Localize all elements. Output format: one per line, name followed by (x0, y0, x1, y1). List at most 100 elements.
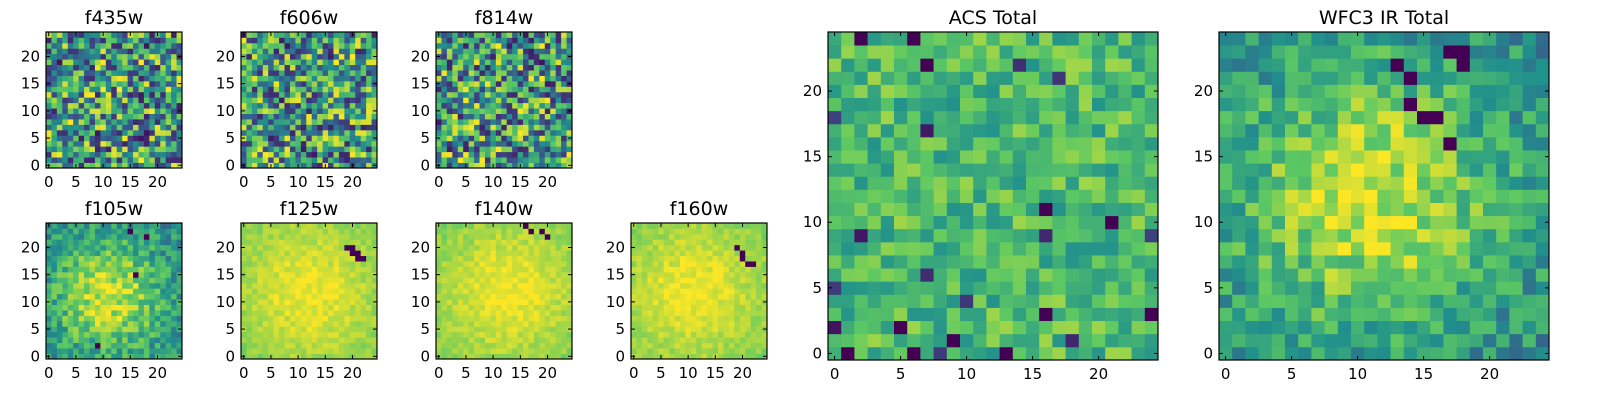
heatmap-cell (160, 48, 167, 55)
heatmap-cell (122, 233, 128, 240)
heatmap-cell (122, 304, 128, 311)
heatmap-cell (674, 342, 681, 349)
heatmap-cell (171, 146, 177, 153)
heatmap-cell (84, 310, 90, 316)
heatmap-cell (723, 337, 730, 344)
heatmap-cell (484, 255, 491, 262)
heatmap-cell (728, 239, 735, 246)
heatmap-cell (338, 70, 345, 76)
heatmap-cell (46, 320, 52, 327)
heatmap-cell (360, 129, 367, 136)
heatmap-cell (501, 271, 508, 278)
heatmap-cell (1131, 202, 1146, 217)
heatmap-cell (484, 223, 491, 229)
heatmap-cell (474, 304, 480, 311)
y-tick-label: 15 (606, 266, 625, 284)
heatmap-cell (311, 299, 318, 305)
heatmap-cell (484, 239, 491, 246)
heatmap-cell (94, 228, 101, 235)
heatmap-cell (761, 233, 768, 240)
heatmap-cell (658, 337, 665, 344)
heatmap-cell (127, 228, 134, 235)
heatmap-cell (561, 223, 567, 229)
heatmap-cell (111, 337, 118, 344)
heatmap-cell (457, 271, 464, 278)
heatmap-cell (652, 353, 659, 360)
heatmap-cell (295, 108, 302, 114)
heatmap-cell (160, 271, 167, 278)
heatmap-cell (474, 288, 480, 295)
heatmap-cell (317, 75, 323, 82)
heatmap-cell (647, 233, 654, 240)
heatmap-cell (539, 32, 546, 38)
heatmap-cell (512, 223, 518, 229)
heatmap-cell (138, 37, 145, 44)
heatmap-cell (333, 239, 340, 246)
heatmap-cell (474, 228, 480, 235)
heatmap-cell (333, 108, 340, 114)
heatmap-cell (468, 75, 475, 82)
heatmap-cell (366, 162, 372, 169)
heatmap-cell (268, 37, 275, 44)
heatmap-cell (322, 75, 329, 82)
heatmap-cell (484, 233, 491, 240)
heatmap-cell (441, 151, 448, 158)
heatmap-cell (658, 288, 665, 295)
heatmap-cell (528, 293, 535, 300)
heatmap-cell (452, 331, 459, 338)
heatmap-cell (658, 233, 665, 240)
heatmap-cell (62, 53, 69, 60)
heatmap-cell (51, 53, 58, 60)
heatmap-cell (685, 326, 692, 333)
heatmap-cell (734, 342, 741, 349)
heatmap-cell (84, 239, 90, 246)
heatmap-cell (907, 228, 921, 243)
heatmap-cell (366, 233, 372, 240)
heatmap-cell (745, 353, 752, 360)
heatmap-cell (273, 315, 280, 322)
heatmap-cell (328, 320, 334, 327)
heatmap-cell (636, 315, 643, 322)
heatmap-cell (133, 53, 139, 60)
heatmap-cell (501, 162, 508, 169)
heatmap-cell (46, 91, 52, 98)
heatmap-cell (89, 42, 96, 49)
heatmap-cell (636, 223, 643, 229)
heatmap-cell (67, 135, 74, 142)
heatmap-cell (165, 124, 172, 131)
heatmap-cell (268, 310, 275, 316)
x-tick-label: 5 (266, 364, 276, 382)
heatmap-cell (745, 326, 752, 333)
heatmap-cell (246, 342, 253, 349)
heatmap-cell (854, 307, 868, 322)
heatmap-cell (300, 266, 307, 273)
heatmap-cell (479, 348, 486, 354)
heatmap-cell (268, 266, 275, 273)
heatmap-cell (89, 348, 96, 354)
heatmap-cell (712, 266, 719, 273)
heatmap-cell (854, 333, 868, 348)
heatmap-cell (262, 293, 269, 300)
heatmap-cell (154, 102, 161, 109)
x-tick-label: 5 (656, 364, 666, 382)
heatmap-cell (484, 244, 491, 251)
heatmap-cell (756, 239, 762, 246)
heatmap-cell (322, 282, 329, 289)
heatmap-cell (828, 202, 842, 217)
heatmap-cell (679, 299, 686, 305)
heatmap-cell (1026, 189, 1040, 203)
heatmap-cell (306, 37, 313, 44)
heatmap-cell (333, 42, 340, 49)
heatmap-cell (355, 53, 362, 60)
heatmap-cell (116, 342, 123, 349)
heatmap-cell (539, 108, 546, 114)
heatmap-cell (973, 163, 987, 177)
heatmap-cell (512, 320, 518, 327)
heatmap-cell (457, 86, 464, 93)
heatmap-cell (116, 244, 123, 251)
heatmap-cell (338, 315, 345, 322)
heatmap-cell (262, 320, 269, 327)
heatmap-cell (73, 124, 80, 131)
heatmap-cell (138, 64, 145, 71)
heatmap-cell (251, 250, 258, 257)
